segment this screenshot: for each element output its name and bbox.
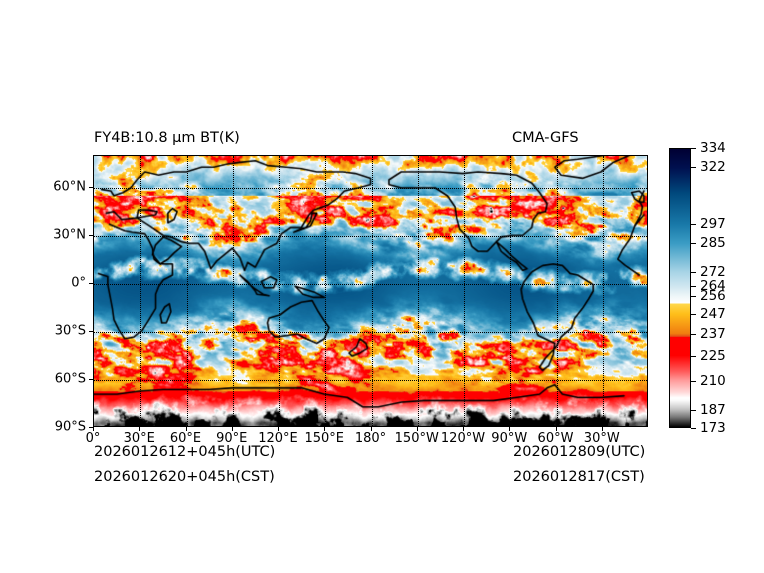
xtick-mark xyxy=(324,427,326,431)
colorbar-tick-label-322: 322 xyxy=(700,159,726,176)
xtick-mark xyxy=(370,427,372,431)
ytick-label-30°S: 30°S xyxy=(54,323,86,339)
map-plot-area xyxy=(93,155,648,427)
gridline-longitude-90°W xyxy=(510,156,512,426)
xtick-label-0°: 0° xyxy=(85,431,101,446)
gridline-latitude-30°S xyxy=(94,332,647,333)
xtick-mark xyxy=(555,427,557,431)
ytick-mark xyxy=(89,331,93,332)
colorbar-tick-label-285: 285 xyxy=(700,234,726,251)
colorbar xyxy=(669,148,691,428)
xtick-label-150°W: 150°W xyxy=(394,431,439,446)
xtick-mark xyxy=(463,427,464,431)
colorbar-tick-label-247: 247 xyxy=(700,306,726,323)
colorbar-tick-mark-264 xyxy=(691,286,696,288)
init-time-cst: 2026012620+045h(CST) xyxy=(94,469,275,485)
ytick-label-60°N: 60°N xyxy=(53,179,86,195)
colorbar-tick-mark-334 xyxy=(691,148,696,149)
colorbar-tick-label-334: 334 xyxy=(700,140,726,156)
gridline-latitude-0° xyxy=(94,284,647,285)
ytick-mark xyxy=(89,283,93,284)
gridline-latitude-60°S xyxy=(94,380,647,381)
colorbar-tick-label-256: 256 xyxy=(700,288,726,305)
colorbar-tick-label-210: 210 xyxy=(700,372,726,389)
gridline-latitude-60°N xyxy=(94,188,647,189)
colorbar-tick-label-264: 264 xyxy=(700,278,726,295)
colorbar-tick-mark-173 xyxy=(691,428,696,429)
valid-time-utc: 2026012809(UTC) xyxy=(513,444,646,460)
gridline-longitude-150°W xyxy=(417,156,419,426)
gridline-longitude-120°E xyxy=(279,156,280,426)
colorbar-tick-label-173: 173 xyxy=(700,420,726,436)
ytick-label-60°S: 60°S xyxy=(54,371,86,387)
colorbar-tick-label-297: 297 xyxy=(700,215,726,232)
colorbar-tick-label-187: 187 xyxy=(700,402,726,419)
gridline-longitude-30°W xyxy=(602,156,604,426)
colorbar-tick-mark-237 xyxy=(691,333,696,335)
xtick-mark xyxy=(601,427,603,431)
colorbar-tick-mark-187 xyxy=(691,410,696,412)
colorbar-tick-label-272: 272 xyxy=(700,264,726,281)
brightness-temperature-raster xyxy=(94,156,647,426)
xtick-label-90°E: 90°E xyxy=(216,431,248,446)
xtick-label-30°E: 30°E xyxy=(123,431,155,446)
gridline-longitude-90°E xyxy=(232,156,234,426)
ytick-label-30°N: 30°N xyxy=(53,227,86,243)
xtick-mark xyxy=(93,427,94,431)
gridline-latitude-30°N xyxy=(94,236,647,237)
colorbar-tick-mark-285 xyxy=(691,242,696,244)
gridline-longitude-60°E xyxy=(186,156,188,426)
gridline-longitude-60°W xyxy=(556,156,558,426)
gridline-longitude-30°E xyxy=(140,156,142,426)
gridline-longitude-180° xyxy=(371,156,373,426)
xtick-label-120°W: 120°W xyxy=(440,431,486,446)
xtick-label-180°: 180° xyxy=(354,431,387,446)
xtick-mark xyxy=(139,427,141,431)
xtick-label-60°W: 60°W xyxy=(537,431,574,446)
xtick-label-90°W: 90°W xyxy=(491,431,528,446)
colorbar-tick-label-225: 225 xyxy=(700,348,726,365)
valid-time-cst: 2026012817(CST) xyxy=(513,469,645,485)
xtick-mark xyxy=(278,427,279,431)
xtick-mark xyxy=(416,427,418,431)
ytick-mark xyxy=(89,427,93,428)
xtick-label-150°E: 150°E xyxy=(304,431,345,446)
xtick-label-60°E: 60°E xyxy=(169,431,202,446)
plot-title-right: CMA-GFS xyxy=(512,130,579,146)
gridline-longitude-120°W xyxy=(464,156,465,426)
xtick-mark xyxy=(231,427,233,431)
colorbar-tick-mark-272 xyxy=(691,272,696,274)
ytick-mark xyxy=(89,235,93,236)
ytick-label-90°S: 90°S xyxy=(54,419,86,435)
ytick-mark xyxy=(89,187,93,188)
xtick-label-120°E: 120°E xyxy=(258,431,298,446)
colorbar-tick-label-237: 237 xyxy=(700,325,726,342)
colorbar-tick-mark-225 xyxy=(691,356,696,358)
xtick-label-30°W: 30°W xyxy=(583,431,620,446)
xtick-mark xyxy=(185,427,187,431)
plot-title-left: FY4B:10.8 µm BT(K) xyxy=(94,130,240,146)
gridline-longitude-150°E xyxy=(325,156,327,426)
colorbar-tick-mark-256 xyxy=(691,296,696,298)
colorbar-tick-mark-247 xyxy=(691,314,696,316)
xtick-mark xyxy=(509,427,511,431)
colorbar-tick-mark-322 xyxy=(691,167,696,169)
ytick-label-0°: 0° xyxy=(71,275,86,291)
colorbar-gradient xyxy=(670,149,690,427)
init-time-utc: 2026012612+045h(UTC) xyxy=(94,444,276,460)
colorbar-tick-mark-297 xyxy=(691,223,696,225)
ytick-mark xyxy=(89,379,93,380)
colorbar-tick-mark-210 xyxy=(691,380,696,382)
